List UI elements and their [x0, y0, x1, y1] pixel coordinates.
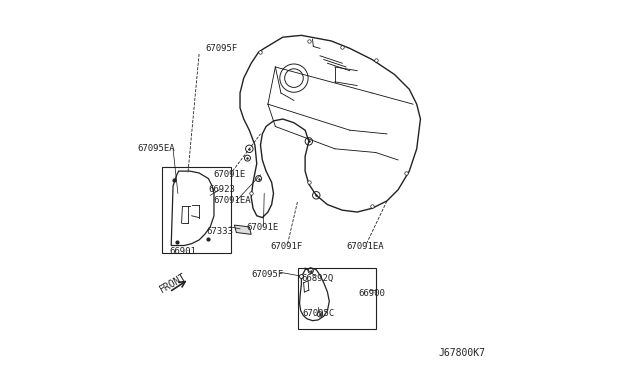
- Text: 66901: 66901: [169, 247, 196, 256]
- Text: 67095C: 67095C: [302, 309, 334, 318]
- Text: 67091E: 67091E: [214, 170, 246, 179]
- Text: 67095F: 67095F: [251, 270, 284, 279]
- Text: FRONT: FRONT: [158, 272, 189, 295]
- Polygon shape: [234, 225, 251, 234]
- Text: 67091F: 67091F: [270, 242, 303, 251]
- Text: 67091EA: 67091EA: [347, 242, 384, 251]
- Text: 67333: 67333: [207, 227, 234, 236]
- Text: 66892Q: 66892Q: [301, 274, 333, 283]
- Text: 67095F: 67095F: [205, 44, 237, 53]
- Text: 67091EA: 67091EA: [214, 196, 252, 205]
- Text: 67091E: 67091E: [246, 223, 278, 232]
- Text: 66900: 66900: [358, 289, 385, 298]
- Text: J67800K7: J67800K7: [438, 348, 486, 358]
- Text: 66923: 66923: [208, 185, 235, 194]
- Text: 67095EA: 67095EA: [138, 144, 175, 153]
